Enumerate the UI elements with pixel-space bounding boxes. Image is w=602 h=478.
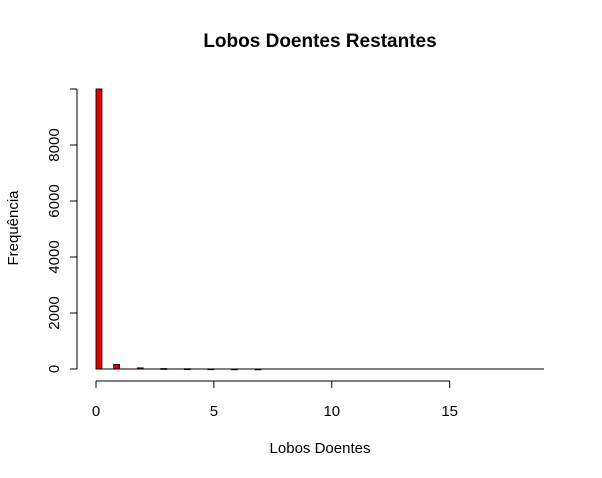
- y-tick-label-6000: 6000: [46, 184, 63, 217]
- y-axis: 0 2000 4000 6000 8000: [46, 88, 78, 373]
- x-axis: 0 5 10 15: [92, 380, 458, 420]
- x-tick-label-0: 0: [92, 403, 100, 420]
- chart-title: Lobos Doentes Restantes: [203, 31, 436, 52]
- y-tick-label-2000: 2000: [46, 296, 63, 329]
- histogram-bar-1: [113, 364, 121, 370]
- y-tick-label-4000: 4000: [46, 240, 63, 273]
- y-tick-label-0: 0: [46, 365, 63, 373]
- bars-group: [95, 88, 544, 371]
- y-tick-label-8000: 8000: [46, 128, 63, 161]
- y-axis-title: Frequência: [5, 190, 22, 266]
- x-axis-title: Lobos Doentes: [270, 440, 371, 457]
- x-tick-label-5: 5: [210, 403, 218, 420]
- x-tick-label-10: 10: [323, 403, 340, 420]
- x-tick-label-15: 15: [441, 403, 458, 420]
- histogram-bar-0: [95, 88, 103, 370]
